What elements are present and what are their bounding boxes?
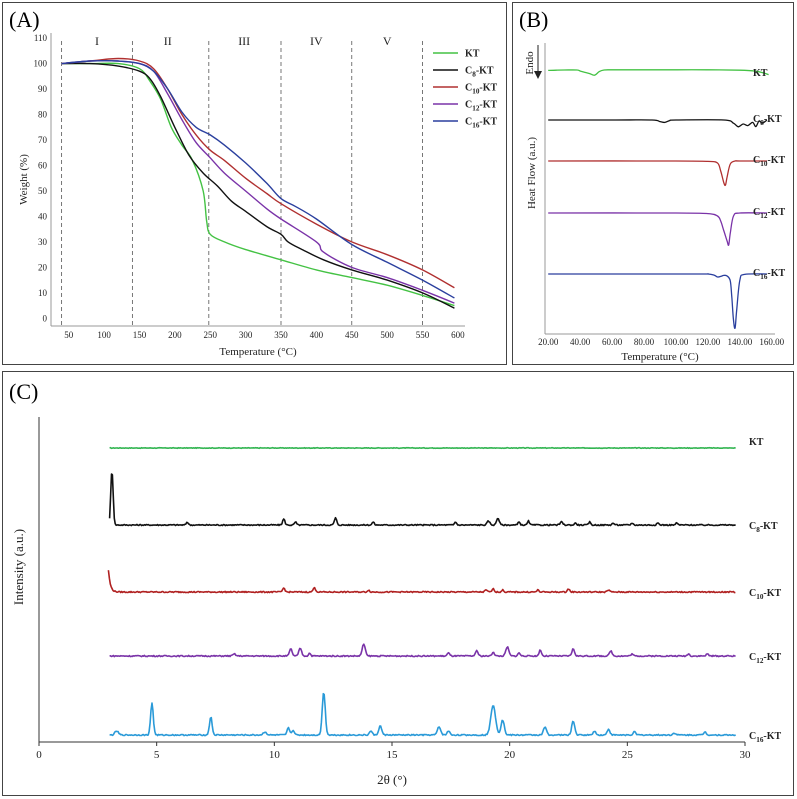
xrd-series-c8-kt [108,473,736,527]
endo-label: Endo [524,51,536,75]
xrd-series-label-c16-kt: C16-KT [749,731,782,744]
dsc-series-label-c12-kt: C12-KT [753,207,786,220]
dsc-series-label-kt: KT [753,68,768,79]
dsc-x-tick-label-20: 20.00 [538,337,559,347]
tga-series-c16-kt [61,60,455,299]
y-tick-label-40: 40 [38,211,48,221]
x-tick-label-250: 250 [203,330,217,340]
stage-label-I: I [95,34,99,48]
legend-label-kt: KT [465,49,480,60]
x-tick-label-500: 500 [380,330,394,340]
xrd-series-label-c10-kt: C10-KT [749,588,782,601]
y-tick-label-10: 10 [38,288,48,298]
xrd-x-tick-label-5: 5 [154,749,160,761]
xrd-x-tick-label-25: 25 [622,749,634,761]
xrd-chart: (C) 0 5 10 15 20 25 30 2θ (°) Intensity (a.u.) KT C… [9,379,782,787]
dsc-x-axis-title: Temperature (°C) [621,351,699,363]
dsc-series-label-c10-kt: C10-KT [753,155,786,168]
dsc-series-c8-kt [548,119,768,128]
tga-chart: (A) 50 100 150 200 250 300 350 400 450 500 550 600 0 1… [9,7,498,358]
x-tick-label-350: 350 [274,330,288,340]
dsc-series-c16-kt [548,273,768,329]
panel-b-dsc: (B) Endo Heat Flow (a.u.) 20.00 40.00 60.00 80… [512,2,794,365]
dsc-chart: (B) Endo Heat Flow (a.u.) 20.00 40.00 60.00 80… [519,7,786,363]
xrd-x-tick-label-0: 0 [36,749,42,761]
x-tick-label-300: 300 [239,330,253,340]
xrd-series-label-kt: KT [749,437,764,448]
dsc-series-label-c8-kt: C8-KT [753,114,782,127]
panel-a-label: (A) [9,7,40,32]
dsc-x-tick-label-40: 40.00 [570,337,591,347]
xrd-x-tick-label-15: 15 [387,749,399,761]
stage-label-III: III [238,34,250,48]
y-tick-label-70: 70 [38,135,48,145]
xrd-series-label-c12-kt: C12-KT [749,652,782,665]
xrd-x-tick-label-10: 10 [269,749,281,761]
x-tick-label-600: 600 [451,330,465,340]
xrd-series-label-c8-kt: C8-KT [749,521,778,534]
xrd-x-tick-label-30: 30 [740,749,752,761]
panel-b-label: (B) [519,7,548,32]
xrd-series-c12-kt [109,643,736,658]
tga-series-c8-kt [61,62,455,309]
tga-series-kt [61,62,455,307]
y-tick-label-80: 80 [38,110,48,120]
x-tick-label-550: 550 [416,330,430,340]
y-tick-label-90: 90 [38,84,48,94]
y-axis-title: Weight (%) [18,154,30,205]
y-tick-label-60: 60 [38,160,48,170]
x-tick-label-100: 100 [97,330,111,340]
endo-arrow-head [534,71,542,79]
xrd-x-tick-label-20: 20 [504,749,516,761]
xrd-series-c10-kt [107,570,736,594]
tga-series-c10-kt [61,57,455,289]
y-tick-label-30: 30 [38,237,48,247]
dsc-x-tick-label-80: 80.00 [634,337,655,347]
dsc-x-tick-label-60: 60.00 [602,337,623,347]
stage-label-II: II [164,34,172,48]
x-tick-label-450: 450 [345,330,359,340]
y-tick-label-20: 20 [38,262,48,272]
xrd-y-axis-title: Intensity (a.u.) [11,529,26,605]
panel-a-tga: (A) 50 100 150 200 250 300 350 400 450 500 550 600 0 1… [2,2,507,365]
y-tick-label-50: 50 [38,186,48,196]
dsc-x-tick-label-100: 100.00 [664,337,689,347]
legend-label-c10-kt: C10-KT [465,83,498,96]
legend-label-c8-kt: C8-KT [465,66,494,79]
dsc-x-tick-label-140: 140.00 [727,337,752,347]
y-tick-label-100: 100 [34,59,48,69]
stage-label-V: V [383,34,392,48]
xrd-series-kt [109,446,736,450]
y-tick-label-0: 0 [43,313,48,323]
stage-label-IV: IV [310,34,323,48]
legend-label-c16-kt: C16-KT [465,117,498,130]
dsc-series-c12-kt [548,212,768,246]
dsc-x-tick-label-120: 120.00 [696,337,721,347]
dsc-series-kt [548,69,769,76]
panel-c-xrd: (C) 0 5 10 15 20 25 30 2θ (°) Intensity (a.u.) KT C… [2,371,794,796]
y-tick-label-110: 110 [34,33,48,43]
dsc-y-axis-title: Heat Flow (a.u.) [526,137,538,209]
legend-label-c12-kt: C12-KT [465,100,498,113]
x-axis-title: Temperature (°C) [219,346,297,358]
dsc-series-c10-kt [548,160,767,187]
x-tick-label-200: 200 [168,330,182,340]
panel-c-label: (C) [9,379,38,404]
dsc-series-label-c16-kt: C16-KT [753,268,786,281]
x-tick-label-150: 150 [133,330,147,340]
dsc-x-tick-label-160: 160.00 [759,337,784,347]
xrd-x-axis-title: 2θ (°) [377,772,407,787]
xrd-series-c16-kt [109,692,737,737]
x-tick-label-400: 400 [310,330,324,340]
x-tick-label-50: 50 [64,330,74,340]
